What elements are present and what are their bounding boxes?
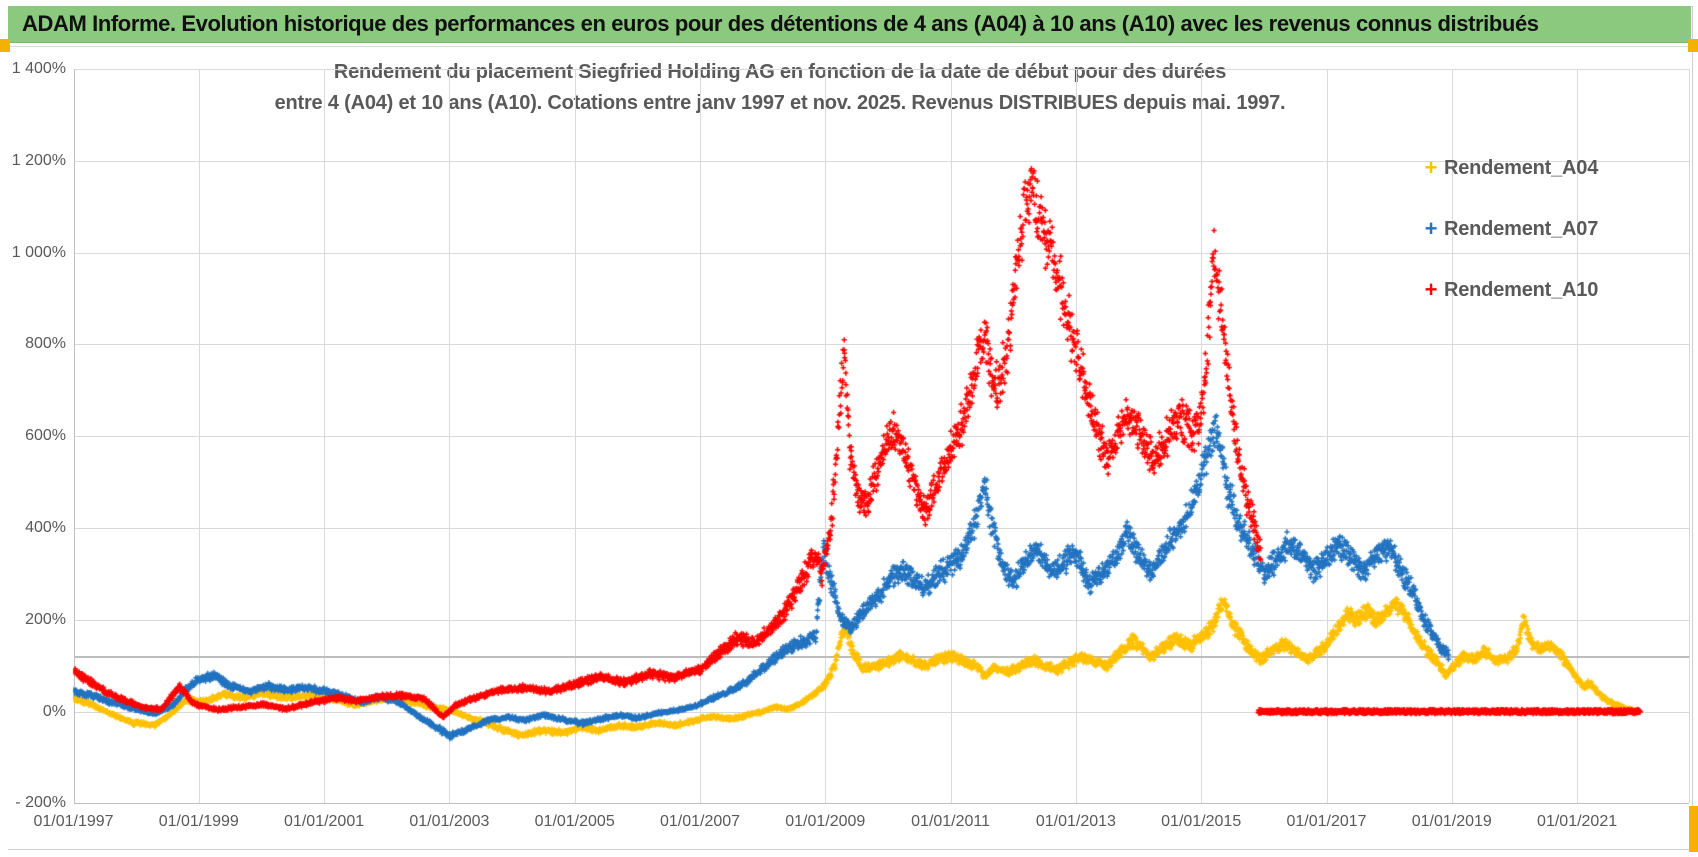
selection-handle-bottom-right[interactable] xyxy=(1689,806,1698,852)
legend-item-rendement_a10[interactable]: + Rendement_A10 xyxy=(1418,277,1648,303)
legend-marker-icon: + xyxy=(1424,277,1438,302)
legend-marker-icon: + xyxy=(1424,216,1438,241)
selection-handle-left[interactable] xyxy=(0,39,10,52)
selection-handle-right[interactable] xyxy=(1688,39,1698,52)
legend[interactable]: + Rendement_A04 + Rendement_A07 + Rendement_A… xyxy=(1418,155,1648,338)
legend-label: Rendement_A07 xyxy=(1444,217,1599,240)
legend-item-rendement_a04[interactable]: + Rendement_A04 xyxy=(1418,155,1648,181)
legend-label: Rendement_A10 xyxy=(1444,278,1599,301)
legend-item-rendement_a07[interactable]: + Rendement_A07 xyxy=(1418,216,1648,242)
legend-marker-icon: + xyxy=(1424,155,1438,180)
legend-label: Rendement_A04 xyxy=(1444,156,1599,179)
